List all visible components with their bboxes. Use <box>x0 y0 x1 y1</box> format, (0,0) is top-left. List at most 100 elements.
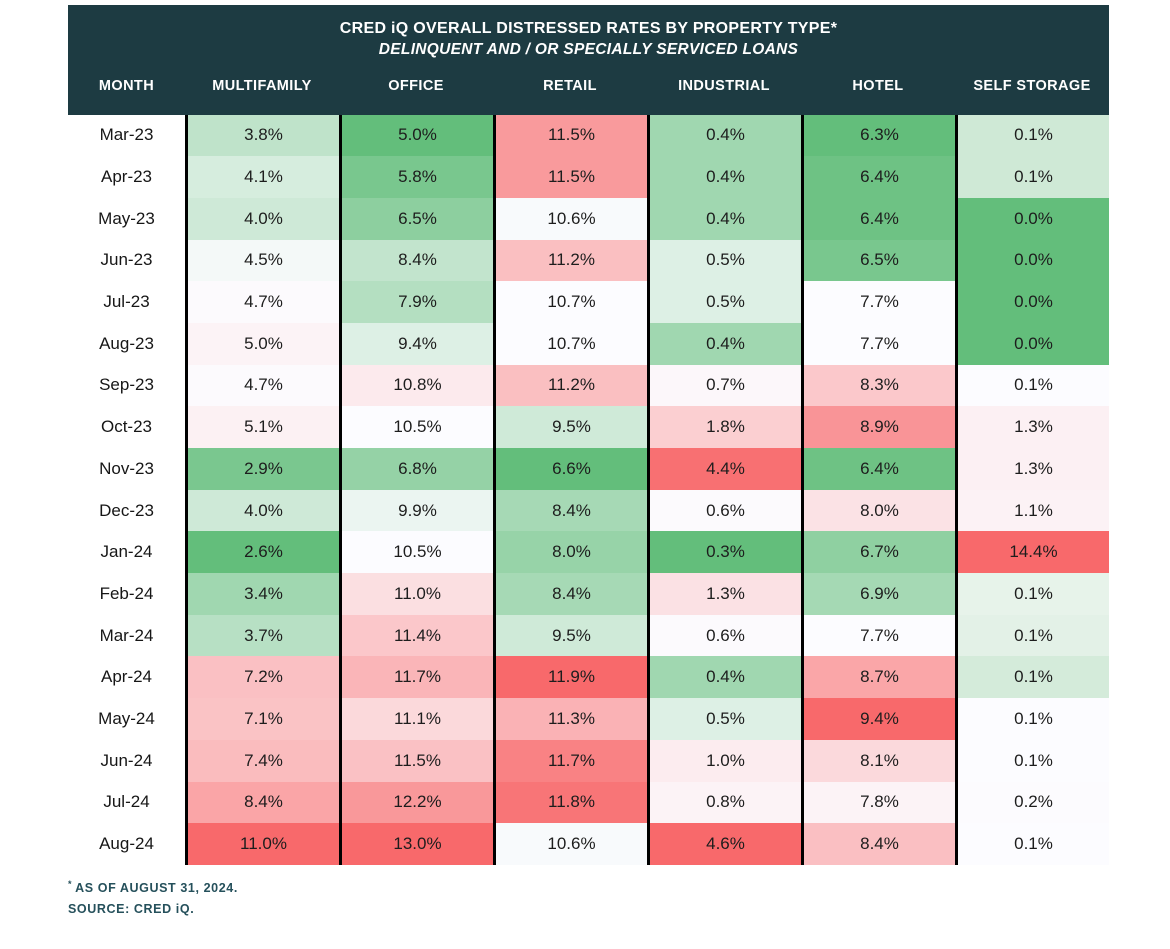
value-cell: 3.8% <box>185 114 339 157</box>
value-cell: 11.0% <box>339 573 493 615</box>
value-cell: 1.3% <box>955 406 1109 449</box>
value-cell: 0.1% <box>955 823 1109 865</box>
value-cell: 10.7% <box>493 281 647 323</box>
value-cell: 2.9% <box>185 448 339 490</box>
table-row: Mar-23 3.8% 5.0% 11.5% 0.4% 6.3% 0.1% <box>68 114 1109 157</box>
value-cell: 1.0% <box>647 739 801 782</box>
column-header-self-storage: SELF STORAGE <box>973 78 1091 95</box>
table-row: Aug-23 5.0% 9.4% 10.7% 0.4% 7.7% 0.0% <box>68 322 1109 365</box>
value-cell: 0.5% <box>647 281 801 323</box>
value-cell: 5.0% <box>185 322 339 365</box>
month-cell: Aug-23 <box>68 322 185 365</box>
month-cell: Dec-23 <box>68 489 185 532</box>
value-cell: 0.2% <box>955 781 1109 824</box>
value-cell: 6.9% <box>801 573 955 615</box>
value-cell: 10.8% <box>339 364 493 407</box>
month-cell: Jun-24 <box>68 739 185 782</box>
value-cell: 10.6% <box>493 823 647 865</box>
value-cell: 6.5% <box>801 239 955 282</box>
column-header-office: OFFICE <box>388 78 444 95</box>
table-subtitle: DELINQUENT AND / OR SPECIALLY SERVICED L… <box>378 40 799 58</box>
table-title: CRED iQ OVERALL DISTRESSED RATES BY PROP… <box>339 20 838 37</box>
column-header-month: MONTH <box>98 78 155 95</box>
source-note: SOURCE: CRED iQ. <box>68 901 195 916</box>
value-cell: 11.7% <box>339 656 493 699</box>
value-cell: 8.9% <box>801 406 955 449</box>
value-cell: 4.1% <box>185 156 339 198</box>
value-cell: 8.1% <box>801 739 955 782</box>
month-cell: May-24 <box>68 698 185 740</box>
value-cell: 9.5% <box>493 614 647 657</box>
value-cell: 1.3% <box>647 573 801 615</box>
value-cell: 11.8% <box>493 781 647 824</box>
footnote: * AS OF AUGUST 31, 2024. <box>68 878 238 899</box>
table-row: Mar-24 3.7% 11.4% 9.5% 0.6% 7.7% 0.1% <box>68 614 1109 657</box>
value-cell: 10.7% <box>493 322 647 365</box>
value-cell: 11.4% <box>339 614 493 657</box>
value-cell: 0.1% <box>955 364 1109 407</box>
value-cell: 7.7% <box>801 322 955 365</box>
value-cell: 14.4% <box>955 531 1109 574</box>
table-row: Oct-23 5.1% 10.5% 9.5% 1.8% 8.9% 1.3% <box>68 406 1109 449</box>
value-cell: 4.4% <box>647 448 801 490</box>
table-row: Nov-23 2.9% 6.8% 6.6% 4.4% 6.4% 1.3% <box>68 448 1109 490</box>
value-cell: 4.7% <box>185 281 339 323</box>
value-cell: 8.0% <box>493 531 647 574</box>
table-row: Jun-24 7.4% 11.5% 11.7% 1.0% 8.1% 0.1% <box>68 739 1109 782</box>
value-cell: 7.1% <box>185 698 339 740</box>
distressed-rates-table: CRED iQ OVERALL DISTRESSED RATES BY PROP… <box>68 5 1109 865</box>
table-row: Dec-23 4.0% 9.9% 8.4% 0.6% 8.0% 1.1% <box>68 489 1109 532</box>
value-cell: 0.8% <box>647 781 801 824</box>
value-cell: 9.4% <box>339 322 493 365</box>
month-cell: Mar-24 <box>68 614 185 657</box>
month-cell: Jul-23 <box>68 281 185 323</box>
table-header: CRED iQ OVERALL DISTRESSED RATES BY PROP… <box>68 5 1109 115</box>
value-cell: 11.7% <box>493 739 647 782</box>
value-cell: 0.4% <box>647 156 801 198</box>
value-cell: 6.7% <box>801 531 955 574</box>
value-cell: 11.2% <box>493 239 647 282</box>
value-cell: 9.9% <box>339 489 493 532</box>
value-cell: 6.6% <box>493 448 647 490</box>
value-cell: 11.5% <box>493 114 647 157</box>
column-header-multifamily: MULTIFAMILY <box>212 78 312 95</box>
month-cell: Nov-23 <box>68 448 185 490</box>
table-row: Jan-24 2.6% 10.5% 8.0% 0.3% 6.7% 14.4% <box>68 531 1109 574</box>
table-row: Aug-24 11.0% 13.0% 10.6% 4.6% 8.4% 0.1% <box>68 823 1109 865</box>
table-row: Feb-24 3.4% 11.0% 8.4% 1.3% 6.9% 0.1% <box>68 573 1109 615</box>
value-cell: 8.4% <box>801 823 955 865</box>
value-cell: 0.4% <box>647 114 801 157</box>
value-cell: 5.0% <box>339 114 493 157</box>
value-cell: 0.0% <box>955 239 1109 282</box>
value-cell: 0.1% <box>955 573 1109 615</box>
value-cell: 6.5% <box>339 197 493 240</box>
value-cell: 0.3% <box>647 531 801 574</box>
value-cell: 10.6% <box>493 197 647 240</box>
value-cell: 0.1% <box>955 698 1109 740</box>
value-cell: 0.7% <box>647 364 801 407</box>
month-cell: Sep-23 <box>68 364 185 407</box>
table-row: May-24 7.1% 11.1% 11.3% 0.5% 9.4% 0.1% <box>68 698 1109 740</box>
value-cell: 6.4% <box>801 156 955 198</box>
value-cell: 5.1% <box>185 406 339 449</box>
value-cell: 0.0% <box>955 322 1109 365</box>
value-cell: 11.5% <box>493 156 647 198</box>
month-cell: Apr-23 <box>68 156 185 198</box>
value-cell: 11.3% <box>493 698 647 740</box>
value-cell: 8.4% <box>185 781 339 824</box>
value-cell: 8.4% <box>339 239 493 282</box>
value-cell: 5.8% <box>339 156 493 198</box>
value-cell: 4.0% <box>185 489 339 532</box>
month-cell: Aug-24 <box>68 823 185 865</box>
value-cell: 8.4% <box>493 573 647 615</box>
table-row: Jul-24 8.4% 12.2% 11.8% 0.8% 7.8% 0.2% <box>68 781 1109 824</box>
value-cell: 8.7% <box>801 656 955 699</box>
column-header-row: MONTH MULTIFAMILY OFFICE RETAIL INDUSTRIAL HO… <box>68 61 1109 115</box>
value-cell: 4.0% <box>185 197 339 240</box>
value-cell: 7.7% <box>801 281 955 323</box>
value-cell: 9.4% <box>801 698 955 740</box>
value-cell: 9.5% <box>493 406 647 449</box>
value-cell: 0.0% <box>955 281 1109 323</box>
table-row: Apr-23 4.1% 5.8% 11.5% 0.4% 6.4% 0.1% <box>68 156 1109 198</box>
